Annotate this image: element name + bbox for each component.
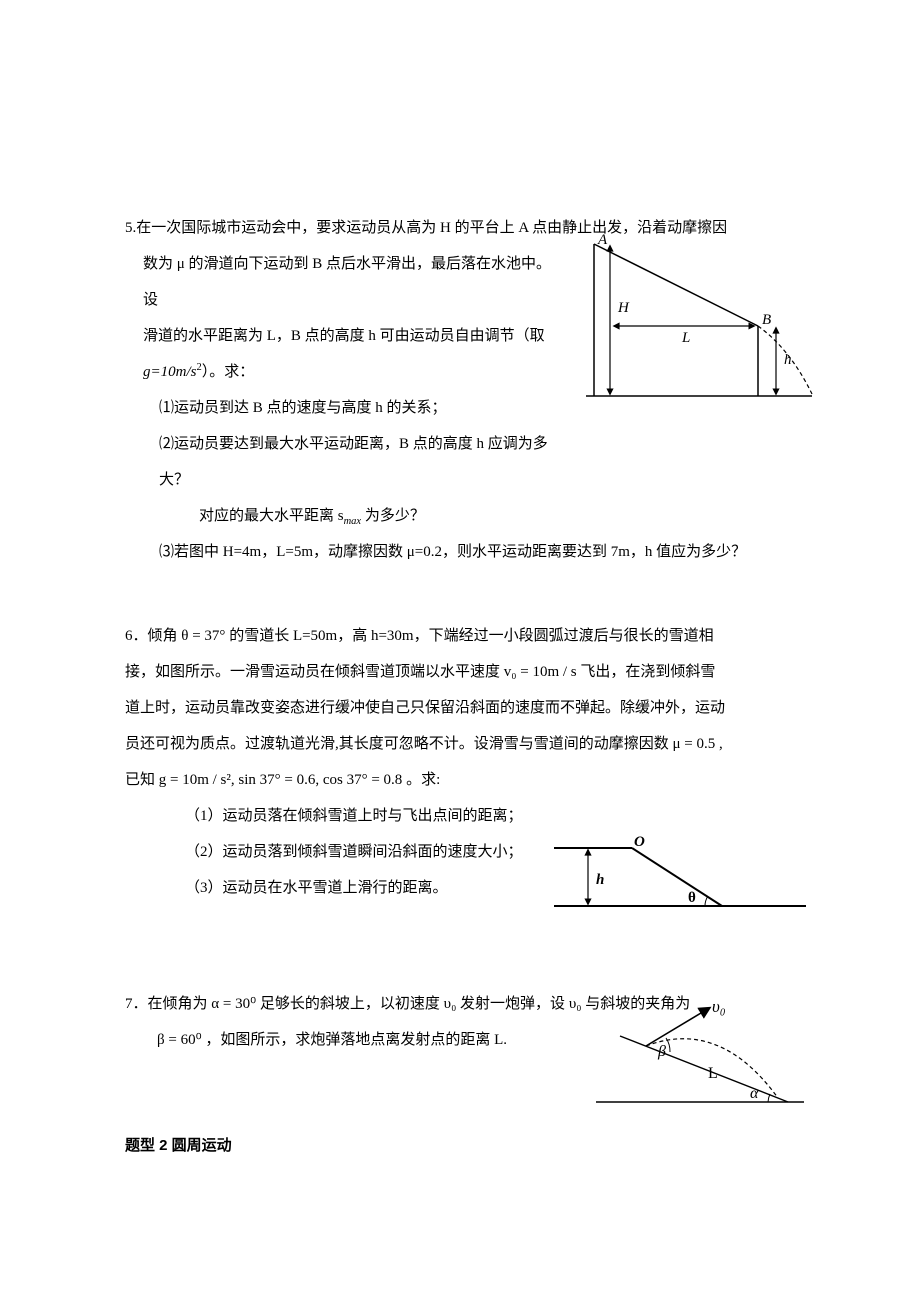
page-content: H L h A B 5.在一次国际城市运动会中，要求运动员从高为 H 的平台上 …	[0, 0, 920, 1224]
p5-q3: ⑶若图中 H=4m，L=5m，动摩擦因数 μ=0.2，则水平运动距离要达到 7m…	[125, 534, 805, 570]
fig5-label-L: L	[681, 330, 690, 346]
section-heading-circular-motion: 题型 2 圆周运动	[125, 1128, 805, 1164]
p6-q1: （1）运动员落在倾斜雪道上时与飞出点间的距离；	[125, 798, 805, 834]
fig5-label-h: h	[784, 352, 792, 368]
p6-line1: 6．倾角 θ = 37° 的雪道长 L=50m，高 h=30m，下端经过一小段圆…	[125, 618, 805, 654]
problem-7-figure: υ₀ β L α	[590, 998, 810, 1110]
p5-q2: ⑵运动员要达到最大水平运动距离，B 点的高度 h 应调为多大？	[125, 426, 805, 498]
p6-line2: 接，如图所示。一滑雪运动员在倾斜雪道顶端以水平速度 v₀ = 10m / s 飞…	[125, 654, 805, 690]
fig7-label-L: L	[708, 1065, 718, 1082]
p6-line3: 道上时，运动员靠改变姿态进行缓冲使自己只保留沿斜面的速度而不弹起。除缓冲外，运动	[125, 690, 805, 726]
problem-6-figure: h O θ	[550, 836, 810, 918]
fig5-label-B: B	[762, 312, 771, 328]
p6-line5: 已知 g = 10m / s², sin 37° = 0.6, cos 37° …	[125, 762, 805, 798]
fig7-label-alpha: α	[750, 1085, 759, 1102]
problem-7: υ₀ β L α 7．在倾角为 α = 30⁰ 足够长的斜坡上，以初速度 υ₀ …	[125, 986, 805, 1058]
problem-6: h O θ 6．倾角 θ = 37° 的雪道长 L=50m，高 h=30m，下端…	[125, 618, 805, 906]
fig6-label-O: O	[634, 836, 645, 850]
fig5-label-H: H	[617, 300, 630, 316]
fig7-label-beta: β	[657, 1043, 666, 1060]
fig7-label-v0: υ₀	[712, 998, 726, 1016]
p5-q2b: 对应的最大水平距离 smax 为多少？	[125, 498, 805, 534]
fig6-label-h: h	[596, 872, 604, 888]
problem-5-figure: H L h A B	[580, 234, 815, 404]
fig5-label-A: A	[597, 234, 608, 248]
p6-line4: 员还可视为质点。过渡轨道光滑,其长度可忽略不计。设滑雪与雪道间的动摩擦因数 μ …	[125, 726, 805, 762]
fig6-label-theta: θ	[688, 890, 696, 906]
problem-5: H L h A B 5.在一次国际城市运动会中，要求运动员从高为 H 的平台上 …	[125, 210, 805, 570]
